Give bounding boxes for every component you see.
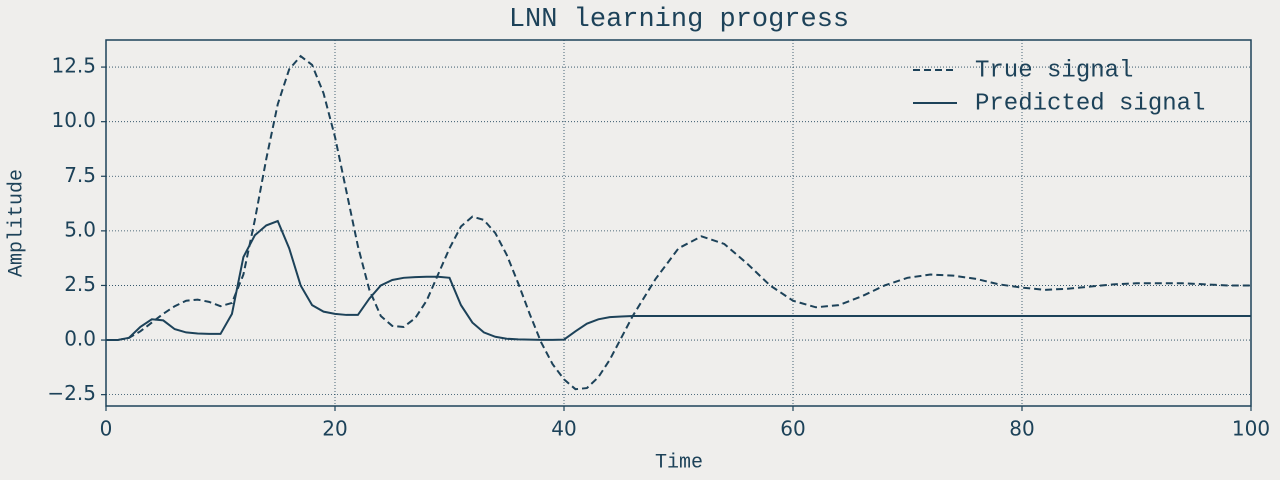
plot-frame bbox=[105, 39, 1252, 407]
x-axis-label: Time bbox=[655, 451, 703, 474]
y-tick-label: 0.0 bbox=[64, 327, 96, 351]
x-tick-label: 0 bbox=[100, 417, 113, 441]
y-tick-label: 10.0 bbox=[51, 108, 96, 132]
legend-label: True signal bbox=[975, 57, 1133, 84]
data-line bbox=[106, 219, 1251, 342]
chart-title: LNN learning progress bbox=[509, 5, 849, 35]
legend-label: Predicted signal bbox=[975, 90, 1205, 117]
y-tick-label: −2.5 bbox=[47, 381, 96, 405]
y-tick-label: 7.5 bbox=[64, 163, 96, 187]
y-tick-label: 5.0 bbox=[64, 217, 96, 241]
x-tick-label: 80 bbox=[1009, 417, 1034, 441]
x-tick-label: 40 bbox=[551, 417, 576, 441]
y-axis-label: Amplitude bbox=[5, 169, 28, 277]
y-tick-label: 2.5 bbox=[64, 272, 96, 296]
data-line bbox=[106, 54, 1251, 391]
x-tick-label: 100 bbox=[1232, 417, 1270, 441]
y-tick-label: 12.5 bbox=[51, 54, 96, 78]
x-tick-label: 60 bbox=[780, 417, 805, 441]
x-tick-label: 20 bbox=[322, 417, 347, 441]
